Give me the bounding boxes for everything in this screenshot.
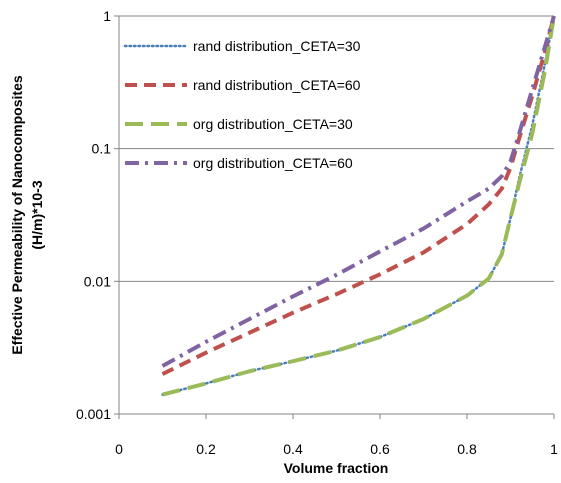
y-tick-label: 0.001: [76, 406, 111, 422]
series-line-4: [161, 15, 556, 368]
legend-label-1: rand distribution_CETA=30: [193, 38, 361, 54]
legend-label-4: org distribution_CETA=60: [193, 155, 353, 171]
x-axis-title: Volume fraction: [284, 460, 389, 476]
y-axis-title-line2: (H/m)*10-3: [29, 180, 45, 249]
y-tick-label: 0.1: [92, 141, 112, 157]
x-tick-label: 1: [550, 441, 558, 457]
x-tick-label: 0.6: [370, 441, 390, 457]
x-tick-label: 0.2: [196, 441, 216, 457]
series-line-3: [162, 15, 556, 397]
x-tick-label: 0.8: [457, 441, 477, 457]
y-tick-label: 1: [103, 8, 111, 24]
series-lines: [161, 14, 556, 397]
axes: 0.001 0.01 0.1 1 0 0.2 0.4 0.6 0.8 1: [76, 8, 558, 457]
y-tick-label: 0.01: [84, 273, 111, 289]
series-line-2: [161, 15, 556, 376]
x-tick-label: 0: [115, 441, 123, 457]
legend-label-3: org distribution_CETA=30: [193, 116, 353, 132]
series-line-1: [161, 14, 556, 396]
x-tick-label: 0.4: [283, 441, 303, 457]
y-axis-title-line1: Effective Permeability of Nanocomposites: [9, 75, 25, 355]
grid-lines: [119, 15, 554, 282]
legend-label-2: rand distribution_CETA=60: [193, 77, 361, 93]
